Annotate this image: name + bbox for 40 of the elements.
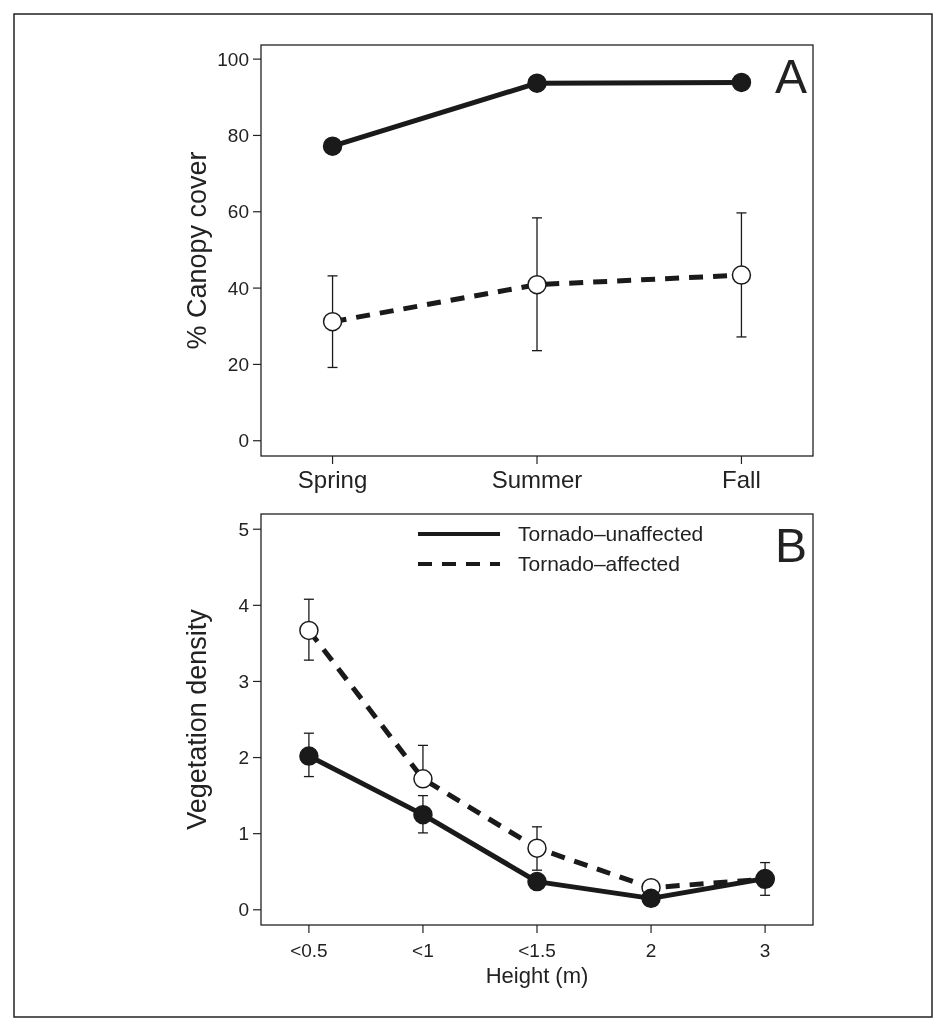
point <box>527 274 547 295</box>
point <box>299 746 319 766</box>
y-tick-label: 40 <box>227 277 249 299</box>
x-tick-label: <1 <box>412 940 434 961</box>
point <box>527 73 547 93</box>
x-tick-label: Fall <box>722 466 761 493</box>
x-tick-label: Spring <box>297 466 368 493</box>
point <box>413 804 433 825</box>
point <box>731 72 752 93</box>
point <box>731 265 752 285</box>
y-tick-label: 80 <box>227 125 249 147</box>
point <box>527 838 547 858</box>
point <box>527 871 547 892</box>
y-tick-label: 3 <box>238 671 249 693</box>
point <box>413 769 433 789</box>
y-tick-label: 0 <box>238 899 249 921</box>
y-tick-label: 2 <box>238 747 249 769</box>
point <box>322 136 343 156</box>
y-tick-label: 100 <box>217 48 249 70</box>
x-tick-label: 2 <box>645 940 657 961</box>
y-tick-label: 0 <box>238 430 249 452</box>
y-tick-label: 20 <box>227 354 249 376</box>
y-tick-label: 1 <box>238 823 249 845</box>
x-tick-label: Summer <box>491 466 583 493</box>
y-tick-label: 5 <box>238 518 249 540</box>
annotation: B <box>774 519 807 572</box>
x-axis-title: Height (m) <box>485 963 589 988</box>
point <box>322 311 343 332</box>
point <box>641 888 661 909</box>
x-tick-label: 3 <box>759 940 771 961</box>
y-tick-label: 4 <box>238 594 250 616</box>
x-tick-label: <1.5 <box>518 940 556 961</box>
legend-label: Tornado–unaffected <box>518 522 704 546</box>
point <box>299 620 319 641</box>
annotation: A <box>774 50 807 103</box>
y-tick-label: 60 <box>227 201 249 223</box>
y-axis-title: % Canopy cover <box>182 151 212 350</box>
legend-label: Tornado–affected <box>518 552 680 576</box>
y-axis-title: Vegetation density <box>182 608 212 830</box>
x-tick-label: <0.5 <box>290 940 328 961</box>
